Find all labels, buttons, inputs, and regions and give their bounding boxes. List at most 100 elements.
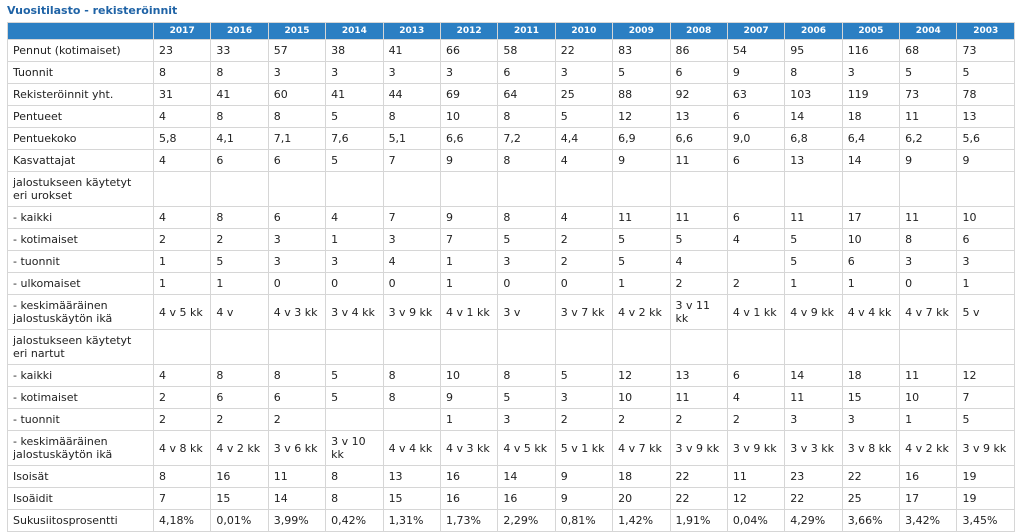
table-cell: 0 [900, 273, 957, 294]
row-label: - keskimääräinen jalostuskäytön ikä [8, 295, 153, 329]
table-cell: 0 [326, 273, 383, 294]
table-cell: 22 [842, 466, 900, 487]
table-cell: 11 [613, 207, 670, 228]
row-label: jalostukseen käytetyt eri urokset [8, 172, 153, 206]
table-cell: 63 [727, 84, 785, 105]
table-cell: 2 [154, 229, 211, 250]
table-cell: 6,4 [842, 128, 900, 149]
table-cell: 4 v 1 kk [727, 295, 785, 329]
row-label: - tuonnit [8, 409, 153, 430]
table-cell: 18 [842, 365, 900, 386]
table-row: Tuonnit 8 8 3 3 3 3 6 3 5 6 9 8 3 5 5 [8, 62, 1014, 83]
table-cell: 103 [785, 84, 842, 105]
year-header-2008: 2008 [670, 23, 727, 39]
table-cell: 73 [900, 84, 957, 105]
year-header-2009: 2009 [613, 23, 670, 39]
table-cell: 0,81% [555, 510, 613, 531]
table-cell: 10 [440, 106, 498, 127]
table-cell [900, 330, 957, 364]
table-cell: 15 [211, 488, 268, 509]
table-cell: 11 [670, 207, 727, 228]
table-row: Kasvattajat 4 6 6 5 7 9 8 4 9 11 6 13 14 9 9 [8, 150, 1014, 171]
table-cell: 6,6 [440, 128, 498, 149]
table-cell: 8 [326, 488, 383, 509]
table-cell: 5,8 [154, 128, 211, 149]
table-cell: 1,91% [670, 510, 727, 531]
table-cell: 1 [211, 273, 268, 294]
table-row: - tuonnit 2 2 2 1 3 2 2 2 2 3 3 1 5 [8, 409, 1014, 430]
table-cell: 5 [555, 106, 613, 127]
table-cell: 3 v 6 kk [268, 431, 326, 465]
table-cell [670, 172, 727, 206]
table-cell: 16 [440, 488, 498, 509]
table-cell: 4 v 1 kk [440, 295, 498, 329]
table-cell: 6 [957, 229, 1014, 250]
table-cell [498, 172, 555, 206]
table-cell: 5 [555, 365, 613, 386]
table-cell: 119 [842, 84, 900, 105]
table-cell: 3 [555, 62, 613, 83]
table-cell: 4 [383, 251, 440, 272]
table-cell [957, 330, 1014, 364]
table-cell: 38 [326, 40, 383, 61]
table-cell: 3 [383, 62, 440, 83]
table-cell: 8 [211, 106, 268, 127]
table-cell: 11 [785, 387, 842, 408]
table-cell: 16 [498, 488, 555, 509]
table-cell: 11 [900, 207, 957, 228]
table-cell: 4 v [211, 295, 268, 329]
table-cell: 4 v 9 kk [785, 295, 842, 329]
row-label: - kaikki [8, 365, 153, 386]
table-row: Pentueet 4 8 8 5 8 10 8 5 12 13 6 14 18 11 13 [8, 106, 1014, 127]
table-cell: 31 [154, 84, 211, 105]
table-cell: 3,42% [900, 510, 957, 531]
table-cell [440, 330, 498, 364]
table-cell: 69 [440, 84, 498, 105]
table-cell: 20 [613, 488, 670, 509]
table-cell: 12 [957, 365, 1014, 386]
table-cell: 41 [383, 40, 440, 61]
table-cell: 2 [613, 409, 670, 430]
table-cell: 8 [154, 466, 211, 487]
table-cell: 4 v 4 kk [383, 431, 440, 465]
table-cell [555, 172, 613, 206]
table-cell: 9 [555, 466, 613, 487]
table-cell: 5 [326, 387, 383, 408]
table-row: Sukusiitosprosentti 4,18% 0,01% 3,99% 0,42% 1… [8, 510, 1014, 531]
table-cell [440, 172, 498, 206]
row-label: - kaikki [8, 207, 153, 228]
table-cell: 3 v 10 kk [326, 431, 383, 465]
table-cell [785, 172, 842, 206]
table-cell: 4 [154, 150, 211, 171]
table-cell: 3 v 7 kk [555, 295, 613, 329]
table-cell: 5 [613, 251, 670, 272]
table-cell: 5 [670, 229, 727, 250]
table-cell: 60 [268, 84, 326, 105]
table-cell: 4,18% [154, 510, 211, 531]
row-label: - kotimaiset [8, 387, 153, 408]
table-cell: 5 [957, 62, 1014, 83]
table-cell: 9 [440, 387, 498, 408]
table-cell: 4,29% [785, 510, 842, 531]
table-cell: 8 [211, 207, 268, 228]
table-cell: 10 [613, 387, 670, 408]
table-cell: 11 [268, 466, 326, 487]
table-cell: 14 [785, 365, 842, 386]
table-cell: 78 [957, 84, 1014, 105]
year-header-row: 2017 2016 2015 2014 2013 2012 2011 2010 2009 2008… [8, 23, 1014, 39]
table-cell: 4 v 7 kk [900, 295, 957, 329]
table-cell [957, 172, 1014, 206]
table-cell: 5 [326, 106, 383, 127]
table-cell: 10 [957, 207, 1014, 228]
table-cell: 5 [211, 251, 268, 272]
table-cell: 1 [785, 273, 842, 294]
table-cell [211, 172, 268, 206]
table-cell: 116 [842, 40, 900, 61]
table-cell: 8 [498, 365, 555, 386]
table-cell: 3 [900, 251, 957, 272]
table-cell: 33 [211, 40, 268, 61]
table-cell: 14 [498, 466, 555, 487]
row-label: Sukusiitosprosentti [8, 510, 153, 531]
table-cell [842, 330, 900, 364]
table-cell: 2 [555, 251, 613, 272]
